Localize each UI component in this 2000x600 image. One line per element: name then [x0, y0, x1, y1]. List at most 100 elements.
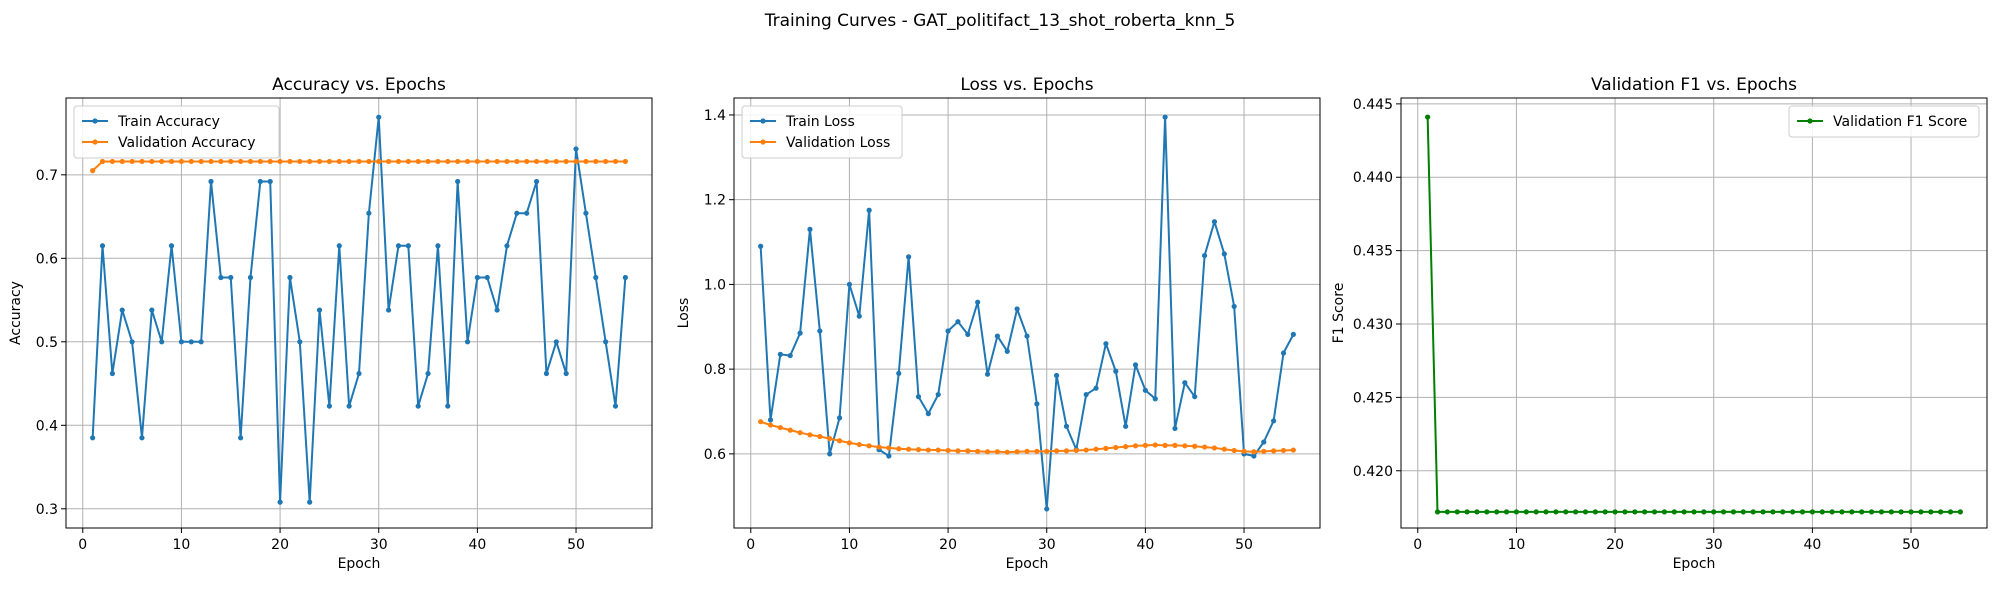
loss-series-1-point — [846, 440, 853, 446]
loss-series-1-point — [1004, 449, 1010, 455]
accuracy-series-1-point — [99, 158, 106, 165]
accuracy-xtick-label: 30 — [370, 537, 388, 553]
f1-xtick-label: 30 — [1705, 537, 1723, 553]
accuracy-series-1-point — [326, 158, 333, 165]
accuracy-series-1-point — [297, 158, 303, 165]
f1-series-0-point — [1898, 509, 1904, 515]
loss-series-1-point — [1221, 446, 1227, 452]
f1-series-0-point — [1957, 509, 1963, 515]
accuracy-series-1-point — [484, 158, 490, 165]
accuracy-ytick-label: 0.6 — [36, 251, 58, 267]
accuracy-series-1-point — [316, 158, 323, 165]
loss-ytick-label: 0.6 — [704, 447, 726, 463]
loss-series-1-point — [1142, 442, 1148, 448]
f1-ytick-label: 0.440 — [1353, 170, 1393, 186]
loss-series-1-point — [1182, 443, 1188, 449]
accuracy-series-1-point — [533, 158, 540, 165]
f1-series-0-point — [1513, 509, 1520, 515]
loss-series-0-point — [1162, 114, 1168, 120]
f1-series-0-point — [1582, 509, 1589, 515]
f1-ytick-label: 0.445 — [1353, 97, 1393, 113]
f1-series-0-point — [1918, 509, 1924, 515]
loss-series-1-point — [1044, 448, 1050, 454]
loss-series-0-point — [1034, 401, 1040, 407]
accuracy-series-1-point — [543, 158, 550, 165]
accuracy-series-1-point — [474, 158, 480, 165]
f1-series-0-point — [1799, 509, 1806, 515]
loss-series-1-point — [767, 422, 774, 428]
accuracy-series-0-point — [376, 114, 382, 120]
accuracy-series-1-point — [593, 158, 599, 165]
accuracy-series-0-point — [573, 146, 579, 152]
loss-series-1-point — [1034, 448, 1040, 454]
accuracy-ytick-label: 0.5 — [36, 335, 58, 351]
accuracy-xtick-label: 50 — [567, 537, 585, 553]
loss-series-0-point — [1201, 252, 1208, 259]
loss-series-0-point — [1103, 341, 1109, 347]
f1-series-0-point — [1484, 509, 1490, 515]
accuracy-x-axis-label: Epoch — [338, 556, 381, 572]
loss-series-0-point — [1172, 425, 1178, 432]
loss-series-0-point — [787, 352, 793, 359]
loss-series-0-point — [984, 371, 991, 377]
f1-series-0-point — [1770, 509, 1776, 515]
loss-xtick-label: 50 — [1235, 537, 1253, 553]
accuracy-series-1-point — [267, 158, 273, 165]
f1-series-0-point — [1454, 509, 1460, 515]
accuracy-series-1-point — [622, 158, 628, 165]
accuracy-ytick-label: 0.7 — [36, 168, 58, 184]
accuracy-series-1-point — [405, 158, 411, 165]
loss-series-1-point — [896, 446, 902, 452]
loss-series-0-point — [1053, 372, 1060, 379]
f1-series-0-point — [1474, 509, 1480, 515]
accuracy-series-1-point — [336, 158, 342, 165]
accuracy-y-axis-label: Accuracy — [8, 281, 24, 345]
loss-ytick-label: 1.0 — [704, 277, 726, 293]
accuracy-series-1-point — [218, 158, 224, 165]
accuracy-series-0-point — [415, 403, 421, 409]
accuracy-series-0-point — [247, 274, 254, 281]
loss-x-axis-label: Epoch — [1006, 556, 1049, 572]
loss-legend-label-1: Validation Loss — [786, 135, 890, 151]
f1-series-0-point — [1888, 509, 1894, 515]
f1-series-0-point — [1701, 509, 1707, 515]
accuracy-series-1-point — [395, 158, 402, 165]
loss-series-0-point — [1221, 251, 1227, 257]
accuracy-series-0-point — [622, 274, 628, 281]
f1-legend-box — [1788, 105, 1980, 138]
f1-series-0-point — [1740, 509, 1746, 515]
accuracy-series-0-point — [612, 403, 619, 409]
loss-series-1-point — [1113, 444, 1119, 451]
accuracy-series-1-point — [573, 158, 579, 165]
f1-series-0-point — [1711, 509, 1717, 515]
loss-series-1-point — [1123, 444, 1129, 450]
accuracy-series-0-point — [464, 339, 471, 345]
f1-series-0-point — [1622, 509, 1628, 515]
loss-series-1-point — [994, 449, 1001, 455]
f1-series-0-point — [1553, 509, 1559, 515]
f1-series-0-point — [1602, 509, 1608, 515]
f1-series-0-point — [1928, 509, 1934, 515]
accuracy-series-1-point — [139, 158, 145, 165]
f1-series-0-point — [1868, 509, 1875, 515]
f1-series-0-point — [1592, 509, 1598, 515]
accuracy-series-0-point — [593, 274, 599, 281]
loss-series-1-point — [817, 433, 823, 440]
accuracy-series-0-point — [277, 499, 283, 505]
accuracy-series-1-point — [583, 158, 589, 165]
accuracy-series-1-point — [455, 158, 461, 165]
accuracy-ytick-label: 0.4 — [36, 418, 58, 434]
loss-series-1-point — [777, 424, 783, 431]
accuracy-series-0-point — [533, 178, 540, 185]
accuracy-series-0-point — [178, 339, 185, 345]
loss-series-0-point — [896, 370, 902, 376]
loss-series-1-point — [1083, 447, 1089, 453]
accuracy-series-0-point — [356, 370, 362, 377]
accuracy-series-0-point — [494, 307, 500, 313]
loss-series-1-point — [1261, 448, 1267, 454]
loss-xtick-label: 20 — [939, 537, 957, 553]
loss-series-0-point — [1024, 333, 1030, 339]
loss-xtick-label: 40 — [1136, 537, 1154, 553]
f1-panel: 0 10 20 30 40 50 0.420 0.425 0.430 0.435 0.440 0.44… — [1331, 75, 1988, 572]
